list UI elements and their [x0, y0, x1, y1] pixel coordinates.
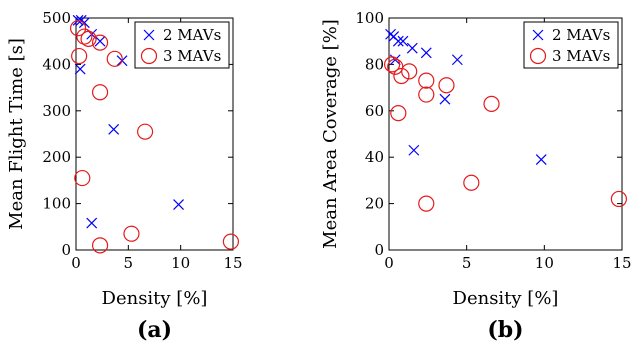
panel-a-legend-box: [134, 21, 230, 69]
panel-a-data-point: [136, 123, 154, 140]
panel-b-label: (b): [487, 317, 523, 343]
panel-b-data-point: [418, 86, 435, 103]
panel-b-data-point: [392, 35, 404, 47]
panel-b-y-tick-label: 0: [374, 241, 384, 259]
panel-a-legend-entry: 3 MAVs: [163, 47, 221, 65]
panel-b-x-tick-label: 0: [384, 254, 394, 272]
panel-a-y-tick-label: 0: [61, 241, 71, 259]
panel-b-data-point: [610, 190, 627, 208]
panel-b-legend-entry: 2 MAVs: [552, 26, 610, 44]
panel-b-x-tick-label: 15: [612, 254, 631, 272]
panel-b-data-point: [483, 95, 500, 112]
panel-a-data-point: [74, 63, 86, 75]
panel-a-data-point: [78, 17, 90, 29]
panel-b-data-point: [535, 154, 547, 165]
panel-a-x-tick-label: 5: [124, 254, 134, 272]
panel-b-data-point: [420, 47, 432, 59]
panel-b-data-point: [390, 105, 407, 122]
panel-b-series-3-mavs: [384, 56, 627, 212]
panel-a: 0 5 10 15 0 100 200 300 400 500 Density [%] Mean Fl…: [6, 9, 243, 343]
panel-b-data-point: [439, 93, 451, 105]
panel-a-data-point: [123, 225, 140, 242]
panel-a-data-point: [76, 28, 93, 45]
panel-b-data-point: [393, 67, 410, 85]
panel-a-data-point: [106, 50, 123, 67]
panel-a-data-point: [173, 199, 184, 210]
panel-b-legend-entry: 3 MAVs: [552, 47, 610, 65]
panel-a-y-tick-label: 300: [42, 102, 71, 120]
panel-a-data-point: [91, 84, 109, 101]
panel-a-legend-entry: 2 MAVs: [163, 26, 221, 44]
panel-a-legend-marker: [140, 47, 158, 65]
panel-a-series-3-mavs: [69, 20, 240, 254]
panel-b-data-point: [397, 35, 409, 47]
panel-b-data-point: [438, 77, 455, 94]
panel-a-x-tick-label: 15: [223, 254, 242, 272]
panel-a-y-tick-label: 400: [42, 55, 71, 73]
panel-b-data-point: [418, 195, 435, 212]
panel-a-data-point: [91, 237, 109, 254]
panel-b-y-tick-label: 40: [365, 148, 384, 166]
panel-b-legend-box: [523, 21, 619, 69]
panel-a-axes-frame: [75, 17, 234, 251]
panel-b-legend-marker: [532, 29, 544, 41]
panel-b-x-axis-label: Density [%]: [453, 288, 559, 309]
panel-a-y-tick-label: 200: [42, 148, 71, 166]
panel-b-data-point: [401, 63, 418, 80]
panel-a-x-axis-label: Density [%]: [102, 288, 208, 309]
panel-b-data-point: [408, 144, 420, 156]
panel-b-axes-frame: [388, 17, 623, 251]
panel-a-data-point: [69, 20, 87, 37]
panel-b-y-axis-label: Mean Area Coverage [%]: [320, 19, 341, 249]
panel-b-legend: 2 MAVs 3 MAVs: [523, 21, 619, 69]
panel-a-y-tick-label: 500: [42, 9, 71, 27]
panel-a-y-tick-label: 100: [42, 195, 71, 213]
panel-a-data-point: [94, 35, 106, 47]
panel-a-legend-marker: [143, 29, 155, 41]
panel-a-legend: 2 MAVs 3 MAVs: [134, 21, 230, 69]
panel-b-data-point: [406, 42, 418, 54]
panel-a-data-point: [71, 47, 88, 65]
panel-b-data-point: [384, 56, 401, 73]
panel-b: 0 5 10 15 0 20 40 60 80 100 Density [%] Mean Area C…: [320, 9, 632, 343]
panel-a-x-tick-label: 10: [171, 254, 190, 272]
panel-b-data-point: [463, 174, 480, 191]
panel-a-y-axis-label: Mean Flight Time [s]: [6, 38, 27, 230]
panel-b-data-point: [451, 54, 463, 66]
panel-b-x-tick-label: 10: [535, 254, 554, 272]
panel-a-label: (a): [137, 317, 172, 343]
panel-b-data-point: [418, 72, 435, 89]
panel-b-y-tick-label: 60: [365, 102, 384, 120]
panel-b-y-tick-label: 100: [355, 9, 384, 27]
panel-a-data-point: [86, 217, 98, 229]
panel-a-data-point: [74, 169, 91, 187]
panel-b-y-tick-label: 80: [365, 55, 384, 73]
panel-a-x-tick-label: 0: [71, 254, 81, 272]
panel-b-y-tick-label: 20: [365, 195, 384, 213]
panel-a-data-point: [108, 123, 120, 135]
panel-b-series-2-mavs: [385, 28, 547, 165]
panel-a-data-point: [91, 34, 109, 51]
panel-b-legend-marker: [529, 47, 547, 65]
panel-a-data-point: [80, 30, 97, 47]
panel-a-data-point: [222, 233, 240, 250]
panel-b-x-tick-label: 5: [462, 254, 472, 272]
